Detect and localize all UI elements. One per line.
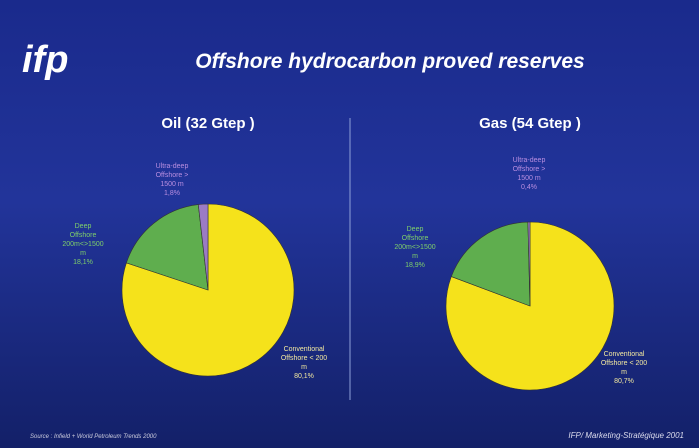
credit: IFP/ Marketing-Stratégique 2001 <box>568 431 684 440</box>
category-label: Conventional Offshore < 200 m <box>600 351 648 376</box>
value-label: 18,1% <box>73 259 93 266</box>
pie-title: Oil (32 Gtep ) <box>161 115 254 132</box>
value-label: 80,7% <box>614 378 634 385</box>
slice-label: Conventional Offshore < 200 m 80,1% <box>278 345 330 381</box>
value-label: 80,1% <box>294 373 314 380</box>
pie-slice <box>125 204 209 291</box>
slice-label: Conventional Offshore < 200 m 80,7% <box>598 350 650 386</box>
value-label: 18,9% <box>405 262 425 269</box>
slide-title: Offshore hydrocarbon proved reserves <box>195 50 584 73</box>
slice-label: Deep Offshore 200m<>1500 m 18,1% <box>62 222 104 267</box>
source: Source : Infield + World Petroleum Trend… <box>30 434 157 440</box>
category-label: Ultra-deep Offshore > 1500 m <box>512 157 546 182</box>
logo: ifp <box>22 39 68 81</box>
value-label: 0,4% <box>521 184 537 191</box>
category-label: Deep Offshore 200m<>1500 m <box>62 223 104 257</box>
slice-label: Ultra-deep Offshore > 1500 m 0,4% <box>505 156 553 192</box>
value-label: 1,8% <box>164 190 180 197</box>
pie-slice <box>527 221 531 307</box>
pie-slice <box>445 221 615 391</box>
slice-label: Deep Offshore 200m<>1500 m 18,9% <box>393 225 437 270</box>
pie-slice <box>450 221 531 307</box>
pie-title: Gas (54 Gtep ) <box>479 115 581 132</box>
pie-slice <box>197 203 209 291</box>
category-label: Deep Offshore 200m<>1500 m <box>394 226 436 260</box>
category-label: Ultra-deep Offshore > 1500 m <box>155 163 189 188</box>
category-label: Conventional Offshore < 200 m <box>280 346 328 371</box>
slice-label: Ultra-deep Offshore > 1500 m 1,8% <box>150 162 194 198</box>
